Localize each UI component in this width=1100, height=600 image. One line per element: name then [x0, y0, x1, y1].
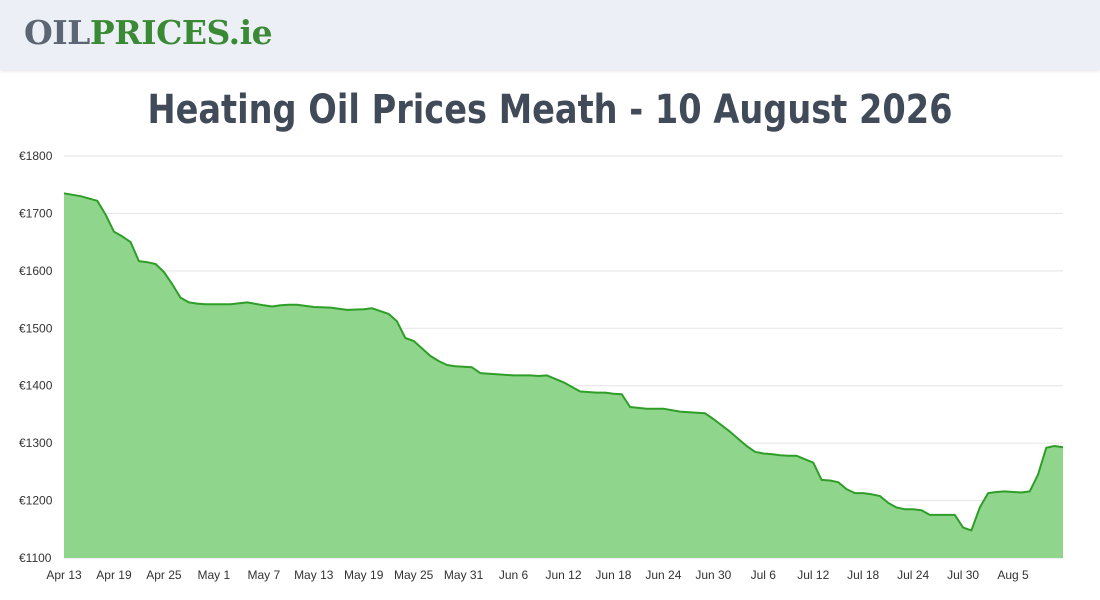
x-tick-label: Aug 5 — [997, 568, 1029, 582]
y-tick-label: €1700 — [19, 206, 53, 220]
x-tick-label: Jun 6 — [499, 568, 529, 582]
y-tick-label: €1800 — [19, 149, 53, 163]
x-tick-label: Apr 13 — [46, 568, 82, 582]
y-tick-label: €1200 — [19, 494, 53, 508]
price-area — [64, 193, 1063, 559]
x-tick-label: May 19 — [344, 568, 384, 582]
x-tick-label: May 1 — [198, 568, 231, 582]
x-tick-label: May 31 — [444, 568, 484, 582]
x-tick-label: Jun 18 — [595, 568, 631, 582]
x-tick-label: Apr 19 — [96, 568, 132, 582]
x-tick-label: Apr 25 — [146, 568, 182, 582]
x-tick-label: Jun 12 — [545, 568, 581, 582]
x-tick-label: Jul 30 — [947, 568, 979, 582]
x-tick-label: Jul 18 — [847, 568, 879, 582]
x-tick-label: Jul 24 — [897, 568, 929, 582]
x-tick-label: May 7 — [247, 568, 280, 582]
price-line — [63, 192, 1064, 532]
x-tick-label: Jul 6 — [751, 568, 777, 582]
page-title: Heating Oil Prices Meath - 10 August 202… — [147, 87, 953, 133]
x-tick-label: Jun 30 — [695, 568, 731, 582]
y-tick-label: €1600 — [19, 264, 53, 278]
y-tick-label: €1500 — [19, 321, 53, 335]
x-tick-label: May 25 — [394, 568, 434, 582]
y-tick-label: €1100 — [19, 551, 52, 565]
logo-text-prices: PRICES.ie — [89, 13, 273, 52]
y-tick-label: €1300 — [19, 436, 53, 450]
logo-text-oil: OIL — [24, 13, 90, 52]
x-tick-label: May 13 — [294, 568, 334, 582]
x-tick-label: Jun 24 — [645, 568, 681, 582]
top-bar: OILPRICES.ie — [0, 0, 1100, 70]
x-tick-label: Jul 12 — [797, 568, 829, 582]
site-logo[interactable]: OILPRICES.ie — [24, 13, 273, 52]
y-tick-label: €1400 — [19, 379, 53, 393]
